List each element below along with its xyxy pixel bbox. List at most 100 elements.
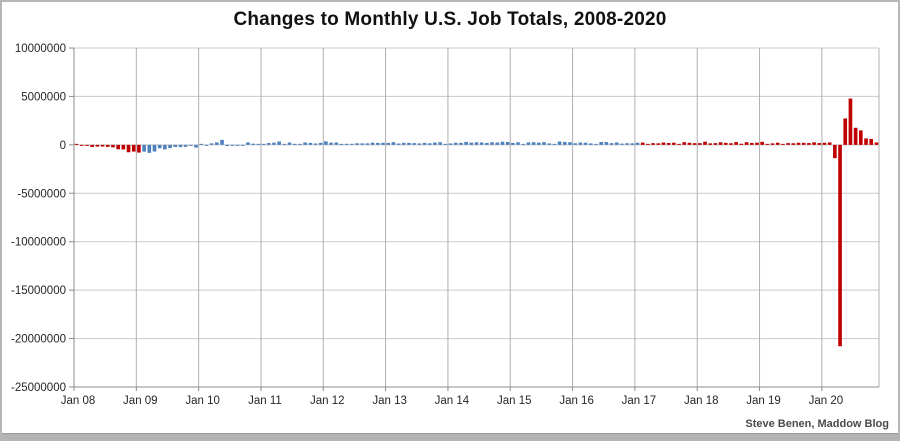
bar-2009-06	[163, 144, 167, 150]
bar-2015-12	[568, 142, 572, 145]
bar-2008-03	[85, 144, 89, 146]
footer-strip	[2, 433, 898, 439]
attribution-text: Steve Benen, Maddow Blog	[745, 418, 889, 430]
bar-2011-09	[303, 142, 307, 145]
bar-2012-07	[355, 143, 359, 145]
bar-2017-03	[646, 143, 650, 145]
bar-2008-07	[105, 144, 110, 147]
bar-2020-07	[853, 127, 858, 145]
bar-2012-03	[334, 142, 339, 145]
bar-2016-04	[588, 143, 593, 145]
bar-2019-11	[812, 142, 816, 145]
bar-2020-11	[874, 142, 879, 145]
bar-2013-04	[401, 142, 406, 145]
x-tick-label: Jan 14	[435, 395, 470, 407]
y-tick-label: -10000000	[11, 237, 66, 249]
bar-2010-12	[256, 143, 261, 145]
bar-2019-06	[786, 143, 790, 145]
bar-2018-04	[713, 143, 718, 145]
bar-2013-09	[427, 143, 432, 145]
bar-2012-09	[365, 143, 370, 145]
bar-2009-11	[189, 144, 193, 146]
bar-2010-04	[215, 142, 219, 145]
bar-2017-01	[635, 142, 640, 145]
bar-2010-09	[240, 144, 245, 146]
bar-2020-06	[848, 98, 853, 145]
x-tick-label: Jan 20	[809, 395, 844, 407]
y-tick-label: -20000000	[11, 334, 66, 346]
y-tick-label: 0	[60, 140, 66, 152]
bar-2015-02	[516, 142, 520, 145]
bar-2008-11	[126, 144, 131, 153]
bar-2011-10	[308, 142, 313, 145]
bar-2011-08	[298, 143, 302, 145]
bar-2013-03	[396, 143, 401, 145]
bar-2019-10	[807, 143, 811, 145]
bar-2016-02	[578, 142, 583, 145]
bar-2008-08	[111, 144, 115, 148]
bar-2008-09	[116, 144, 120, 150]
bar-2017-08	[672, 142, 676, 145]
bar-2018-03	[708, 143, 713, 145]
bar-2009-01	[137, 144, 141, 153]
bar-2010-10	[246, 142, 250, 145]
bar-2012-01	[324, 141, 328, 145]
bar-2012-12	[381, 142, 385, 145]
bar-2015-06	[537, 142, 541, 145]
bar-2014-04	[464, 141, 468, 145]
bar-2019-04	[775, 142, 780, 145]
bar-2015-03	[521, 143, 526, 145]
bar-2016-08	[609, 143, 614, 145]
bar-2013-11	[438, 142, 442, 145]
bar-2012-08	[360, 143, 365, 145]
bar-2008-04	[90, 144, 94, 147]
bar-2018-08	[734, 142, 738, 145]
bar-2014-01	[448, 143, 453, 145]
bar-2015-07	[542, 142, 546, 145]
bar-2015-05	[531, 142, 536, 145]
bar-2013-06	[412, 143, 416, 145]
bar-2011-07	[292, 143, 297, 145]
bar-2008-06	[100, 144, 105, 147]
y-tick-label: 10000000	[15, 43, 66, 55]
bar-2017-05	[656, 143, 661, 145]
bar-2015-04	[526, 142, 531, 145]
x-tick-label: Jan 13	[372, 395, 407, 407]
bar-2013-10	[433, 142, 437, 145]
bar-2020-03	[833, 144, 837, 159]
bar-2013-02	[391, 142, 396, 145]
bar-2014-09	[490, 142, 494, 145]
bar-2017-11	[687, 142, 692, 145]
bar-2017-02	[640, 142, 645, 145]
bar-2010-03	[209, 143, 214, 145]
bar-2011-05	[282, 143, 287, 145]
bar-2019-12	[817, 143, 822, 145]
bar-2008-12	[131, 144, 136, 152]
x-tick-label: Jan 19	[746, 395, 781, 407]
bar-2010-05	[220, 139, 224, 145]
bar-2020-02	[827, 142, 832, 145]
bar-2012-04	[339, 143, 344, 145]
bar-2013-08	[422, 142, 427, 145]
bar-2010-01	[199, 143, 204, 145]
bar-2015-01	[511, 142, 515, 145]
bar-2011-12	[318, 142, 323, 145]
bar-2012-06	[350, 143, 354, 145]
bar-2013-12	[443, 143, 448, 145]
bar-2013-05	[407, 142, 411, 145]
bar-2018-07	[729, 143, 733, 145]
bar-2011-02	[266, 143, 271, 145]
bar-2013-07	[417, 143, 422, 145]
bar-2012-05	[344, 143, 349, 145]
bar-2019-08	[796, 142, 801, 145]
bar-2016-03	[583, 142, 588, 145]
x-tick-label: Jan 08	[61, 395, 96, 407]
bar-2020-01	[822, 142, 827, 145]
bar-2009-05	[157, 144, 162, 149]
x-tick-label: Jan 16	[559, 395, 594, 407]
bar-2014-10	[495, 142, 500, 145]
bar-2014-12	[505, 142, 510, 145]
bar-2018-01	[698, 143, 702, 145]
